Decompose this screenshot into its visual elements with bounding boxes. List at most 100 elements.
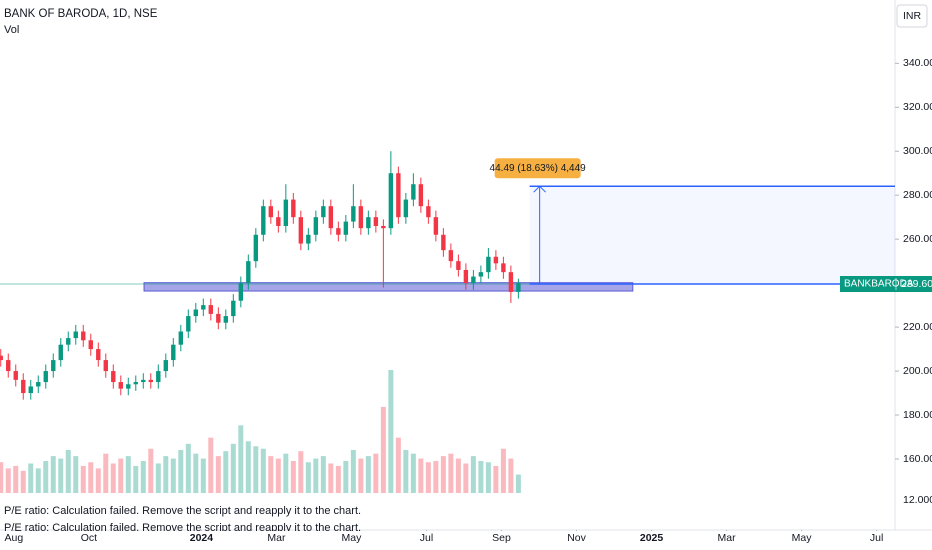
volume-bar [110,463,116,493]
volume-bar [493,465,499,493]
status-note: P/E ratio: Calculation failed. Remove th… [4,522,361,534]
candle-body [246,261,251,284]
candle-body [178,331,184,345]
candle-body [478,272,484,277]
volume-bar [140,461,146,493]
volume-bar [50,456,56,493]
candle-body [96,349,101,361]
volume-axis-label: 12.000 [903,494,932,506]
volume-bar [373,453,379,493]
volume-bar [343,461,349,493]
candle-body [253,234,259,262]
candle-body [343,221,349,235]
candle-body [0,355,3,361]
candle-body [238,283,244,301]
volume-bar [440,456,446,493]
measure-area [529,186,895,285]
y-tick-label: 220.00 [903,321,932,333]
volume-bar [185,443,191,493]
volume-bar [448,453,454,493]
candle-body [306,234,311,244]
measure-arrow-head [533,185,547,193]
candle-body [328,206,334,229]
y-tick-label: 200.00 [903,365,932,377]
candle-body [148,379,153,383]
volume-bar [155,463,161,493]
candle-body [171,344,176,361]
volume-bar [275,458,281,493]
volume-bar [208,437,214,493]
candle-body [276,217,281,226]
y-tick-label: 180.00 [903,409,932,421]
candle-body [81,331,86,341]
volume-bar [290,461,296,493]
volume-bar [223,451,229,493]
volume-bar [13,465,19,493]
y-tick-label: 320.00 [903,101,932,113]
candle-body [283,199,289,226]
volume-label: Vol [4,24,19,36]
volume-bar [508,458,514,493]
volume-bar [478,461,484,493]
price-label-box [840,276,932,293]
volume-bar [65,449,71,493]
volume-bar [5,468,11,493]
candle-body [336,228,341,235]
volume-bar [148,448,154,493]
x-tick-label: 2024 [190,532,214,544]
candle-body [448,250,454,262]
candle-body [208,305,214,314]
y-tick-label: 340.00 [903,57,932,69]
candle-body [103,360,108,372]
candle-body [381,225,386,229]
candle-body [51,360,56,372]
candle-body [508,272,514,292]
candle-body [298,217,304,244]
candle-body [111,371,116,383]
x-tick-label: May [792,532,813,544]
volume-bar [335,465,341,493]
last-price-label: 239.60 [901,278,932,290]
candle-body [156,371,161,383]
candle-body [373,217,379,226]
y-tick-label: 300.00 [903,145,932,157]
volume-bar [245,441,251,493]
volume-bar [95,468,101,493]
volume-bar [485,462,491,493]
currency-button[interactable] [896,4,928,28]
x-tick-label: Mar [267,532,286,544]
y-tick-label: 160.00 [903,453,932,465]
volume-bar [403,449,409,493]
candle-body [231,300,236,317]
time-axis-bg [0,531,932,550]
candle-body [126,384,131,389]
candle-body [43,371,48,383]
volume-bar [133,465,139,493]
volume-bar [425,462,431,493]
candle-body [66,338,71,345]
volume-bar [170,458,176,493]
volume-bar [380,406,386,493]
candle-body [433,217,439,235]
candle-body [88,340,93,350]
candle-body [463,269,469,284]
candle-body [201,305,206,310]
volume-bar [298,451,304,493]
candle-body [313,217,319,235]
volume-bar [125,456,131,493]
volume-bar [118,458,124,493]
candle-body [291,199,296,218]
candle-body [118,382,123,389]
volume-bar [463,463,469,493]
volume-bar [103,453,109,493]
candle-body [141,379,146,383]
currency[interactable]: INR [903,10,922,22]
candle-body [133,382,138,385]
candle-body [216,313,221,323]
candle-body [501,263,506,273]
volume-bar [80,465,86,493]
volume-bar [350,449,356,493]
volume-bar [200,458,206,493]
candle-body [321,206,326,218]
